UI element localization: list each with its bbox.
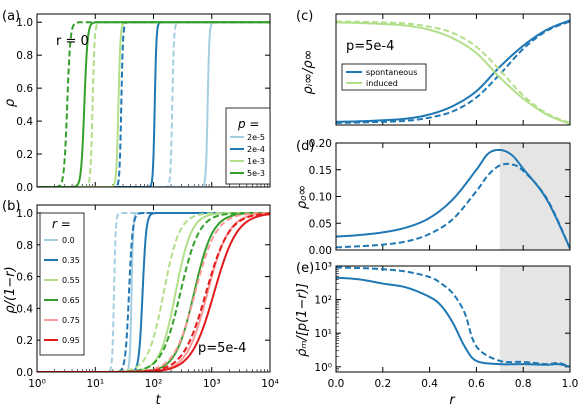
panel-b-legend: r = 0.0 0.35 0.55 0.65 0.75 0.95 — [39, 212, 85, 356]
panel-e-xlabel: r — [449, 393, 456, 407]
panel-a-series-5e-3-solid — [37, 21, 270, 187]
panel-b-series-0.75-dashed — [37, 212, 270, 372]
panel-c-series-3 — [336, 20, 570, 124]
panel-b-xtick-label-0: 10⁰ — [28, 378, 46, 390]
panel-label-e: (e) — [296, 261, 314, 276]
panel-d-series-1 — [336, 162, 570, 249]
panel-b-xtick-label-1: 10¹ — [86, 378, 104, 390]
panel-a-plot: 0.0 0.2 0.4 0.6 0.8 1.0 — [16, 13, 271, 194]
legend-c-induced-label: induced — [366, 79, 398, 88]
panel-b-ytick-label-2: 0.4 — [16, 303, 33, 315]
panel-a-ytick-label-5: 1.0 — [16, 17, 33, 29]
panel-e-shaded-region — [499, 266, 570, 372]
panel-b-series-0.95-solid — [37, 213, 270, 372]
legend-a-label-2e-5: 2e-5 — [247, 133, 265, 142]
panel-e-ytick-label-0: 10⁰ — [314, 362, 332, 374]
legend-a-label-1e-3: 1e-3 — [247, 157, 265, 166]
panel-c-annotation: p=5e-4 — [346, 39, 394, 54]
legend-b-label-0.0: 0.0 — [62, 236, 75, 245]
panel-d-ytick-label-2: 0.10 — [309, 192, 332, 204]
panel-b-xtick-label-4: 10⁴ — [261, 378, 279, 390]
panel-b-ytick-label-1: 0.2 — [16, 335, 33, 347]
panel-b-legend-title: r = — [52, 217, 71, 231]
panel-e-xtick-label-5: 1.0 — [562, 378, 579, 390]
panel-d-frame — [335, 142, 571, 251]
panel-d-shaded-region — [499, 143, 570, 250]
panel-label-c: (c) — [296, 9, 313, 24]
panel-a-ylabel: ρ — [3, 98, 18, 107]
panel-e-ytick-label-2: 10² — [314, 295, 332, 307]
panel-a-ytick-label-2: 0.4 — [16, 116, 33, 128]
panel-d-series-0 — [336, 148, 570, 249]
panel-d-plot: 0.00 0.05 0.10 0.15 0.20 — [309, 138, 571, 257]
panel-c-legend: spontaneous induced — [341, 63, 427, 91]
panel-a-legend: p = 2e-5 2e-4 1e-3 5e-3 — [225, 107, 271, 185]
panel-b-plot: 10⁰ 10¹ 10² 10³ 10⁴ 0.0 0.2 0.4 0.6 0.8 1.0 — [16, 204, 279, 390]
panel-e-frame — [335, 265, 571, 373]
panel-c-series-0 — [336, 19, 570, 123]
panel-b-legend-box — [39, 212, 85, 356]
panel-e-xtick-label-3: 0.6 — [468, 378, 485, 390]
legend-b-label-0.55: 0.55 — [62, 276, 80, 285]
panel-b-ytick-label-0: 0.0 — [16, 367, 33, 379]
panel-label-b: (b) — [2, 199, 20, 214]
panel-b-xtick-label-2: 10² — [145, 378, 163, 390]
panel-b-ytick-label-5: 1.0 — [16, 208, 33, 220]
panel-e-xtick-label-0: 0.0 — [328, 378, 345, 390]
legend-a-label-2e-4: 2e-4 — [247, 145, 265, 154]
legend-b-label-0.35: 0.35 — [62, 256, 80, 265]
panel-b-series-0.65-dashed — [37, 211, 270, 372]
panel-label-a: (a) — [2, 9, 20, 24]
panel-d-ylabel: ρ₀∞ — [295, 185, 310, 209]
panel-e-ylabel: ρ̇ₘ/[p(1−r)] — [295, 283, 310, 357]
panel-c-ylabel: ρᵢ∞/ρ∞ — [301, 50, 316, 95]
legend-c-spontaneous-label: spontaneous — [366, 68, 417, 77]
panel-e-plot: 0.0 0.2 0.4 0.6 0.8 1.0 10⁰ 10¹ 10² 10³ — [314, 261, 578, 390]
panel-e-series-1 — [336, 266, 570, 368]
legend-a-label-5e-3: 5e-3 — [247, 169, 265, 178]
panel-d-ytick-label-1: 0.05 — [309, 218, 332, 230]
legend-b-label-0.65: 0.65 — [62, 296, 80, 305]
panel-e-xtick-label-4: 0.8 — [515, 378, 532, 390]
panel-a-legend-title: p = — [237, 117, 260, 131]
legend-b-label-0.75: 0.75 — [62, 316, 80, 325]
panel-label-d: (d) — [296, 139, 314, 154]
panel-a-ytick-label-4: 0.8 — [16, 50, 33, 62]
panel-e-ytick-label-3: 10³ — [314, 261, 332, 273]
panel-c-frame — [335, 13, 571, 126]
panel-e-ytick-label-1: 10¹ — [314, 328, 332, 340]
panel-b-xlabel: t — [155, 393, 161, 407]
panel-c-series-1 — [336, 20, 570, 124]
panel-b-ytick-label-4: 0.8 — [16, 240, 33, 252]
panel-b-xtick-label-3: 10³ — [203, 378, 221, 390]
panel-a-annotation: r = 0 — [56, 34, 89, 49]
panel-b-annotation: p=5e-4 — [198, 341, 246, 356]
panel-b-ytick-label-3: 0.6 — [16, 272, 33, 284]
panel-c-plot — [335, 13, 571, 126]
panel-c-legend-box — [341, 63, 427, 91]
panel-e-xtick-label-2: 0.4 — [421, 378, 438, 390]
panel-d-ytick-label-0: 0.00 — [309, 245, 332, 257]
panel-b-ylabel: ρ/(1−r) — [3, 266, 18, 313]
panel-b-frame — [36, 204, 271, 373]
panel-d-ytick-label-3: 0.15 — [309, 165, 332, 177]
panel-b-series-0.65-solid — [37, 212, 270, 372]
panel-a-ytick-label-0: 0.0 — [16, 182, 33, 194]
panel-e-xtick-label-1: 0.2 — [374, 378, 391, 390]
panel-c-series-2 — [336, 21, 570, 125]
panel-a-frame — [36, 13, 271, 188]
panel-a-legend-box — [225, 107, 271, 185]
legend-b-label-0.95: 0.95 — [62, 336, 80, 345]
panel-a-ytick-label-3: 0.6 — [16, 83, 33, 95]
panel-d-ytick-label-4: 0.20 — [309, 138, 332, 150]
panel-a-ytick-label-1: 0.2 — [16, 149, 33, 161]
